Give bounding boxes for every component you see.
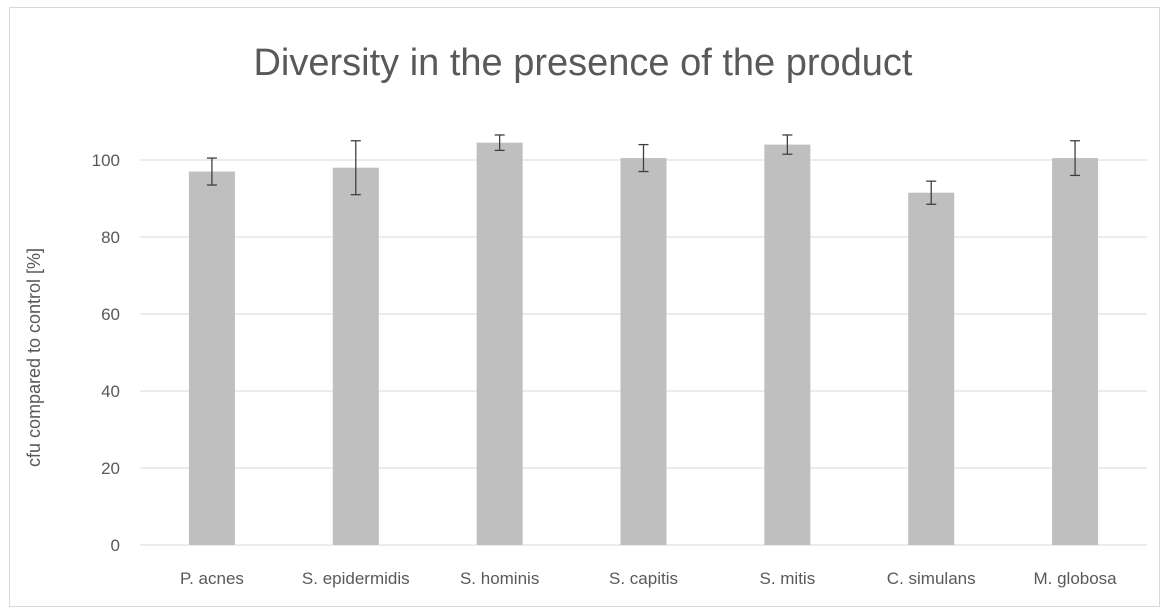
error-bar xyxy=(782,134,793,155)
y-tick-label: 40 xyxy=(101,382,120,401)
x-tick-label: S. epidermidis xyxy=(302,569,410,588)
bar xyxy=(332,167,379,545)
x-tick-label: M. globosa xyxy=(1033,569,1117,588)
x-tick-label: S. hominis xyxy=(460,569,539,588)
x-tick-label: P. acnes xyxy=(180,569,244,588)
error-bar xyxy=(638,143,649,173)
error-bar xyxy=(350,140,361,196)
bar xyxy=(620,158,667,545)
error-bar xyxy=(494,134,505,152)
chart-title: Diversity in the presence of the product xyxy=(253,42,913,84)
bar xyxy=(188,171,235,546)
bar xyxy=(908,192,955,545)
x-tick-labels: P. acnes S. epidermidis S. hominis S. capit… xyxy=(180,569,1117,588)
y-tick-label: 100 xyxy=(92,151,120,170)
x-tick-label: S. mitis xyxy=(759,569,815,588)
y-tick-label: 0 xyxy=(111,536,120,555)
error-bar xyxy=(1070,140,1081,177)
y-tick-labels: 0 20 40 60 80 100 xyxy=(92,151,120,555)
y-tick-label: 20 xyxy=(101,459,120,478)
x-tick-label: C. simulans xyxy=(887,569,976,588)
y-tick-label: 60 xyxy=(101,305,120,324)
error-bar xyxy=(926,180,937,205)
y-axis-label: cfu compared to control [%] xyxy=(24,248,44,467)
y-tick-label: 80 xyxy=(101,228,120,247)
error-bars xyxy=(206,134,1081,205)
bar xyxy=(1052,158,1099,545)
x-tick-label: S. capitis xyxy=(609,569,678,588)
bar xyxy=(764,144,811,545)
bars xyxy=(188,142,1099,546)
error-bar xyxy=(206,157,217,186)
bar xyxy=(476,142,523,546)
